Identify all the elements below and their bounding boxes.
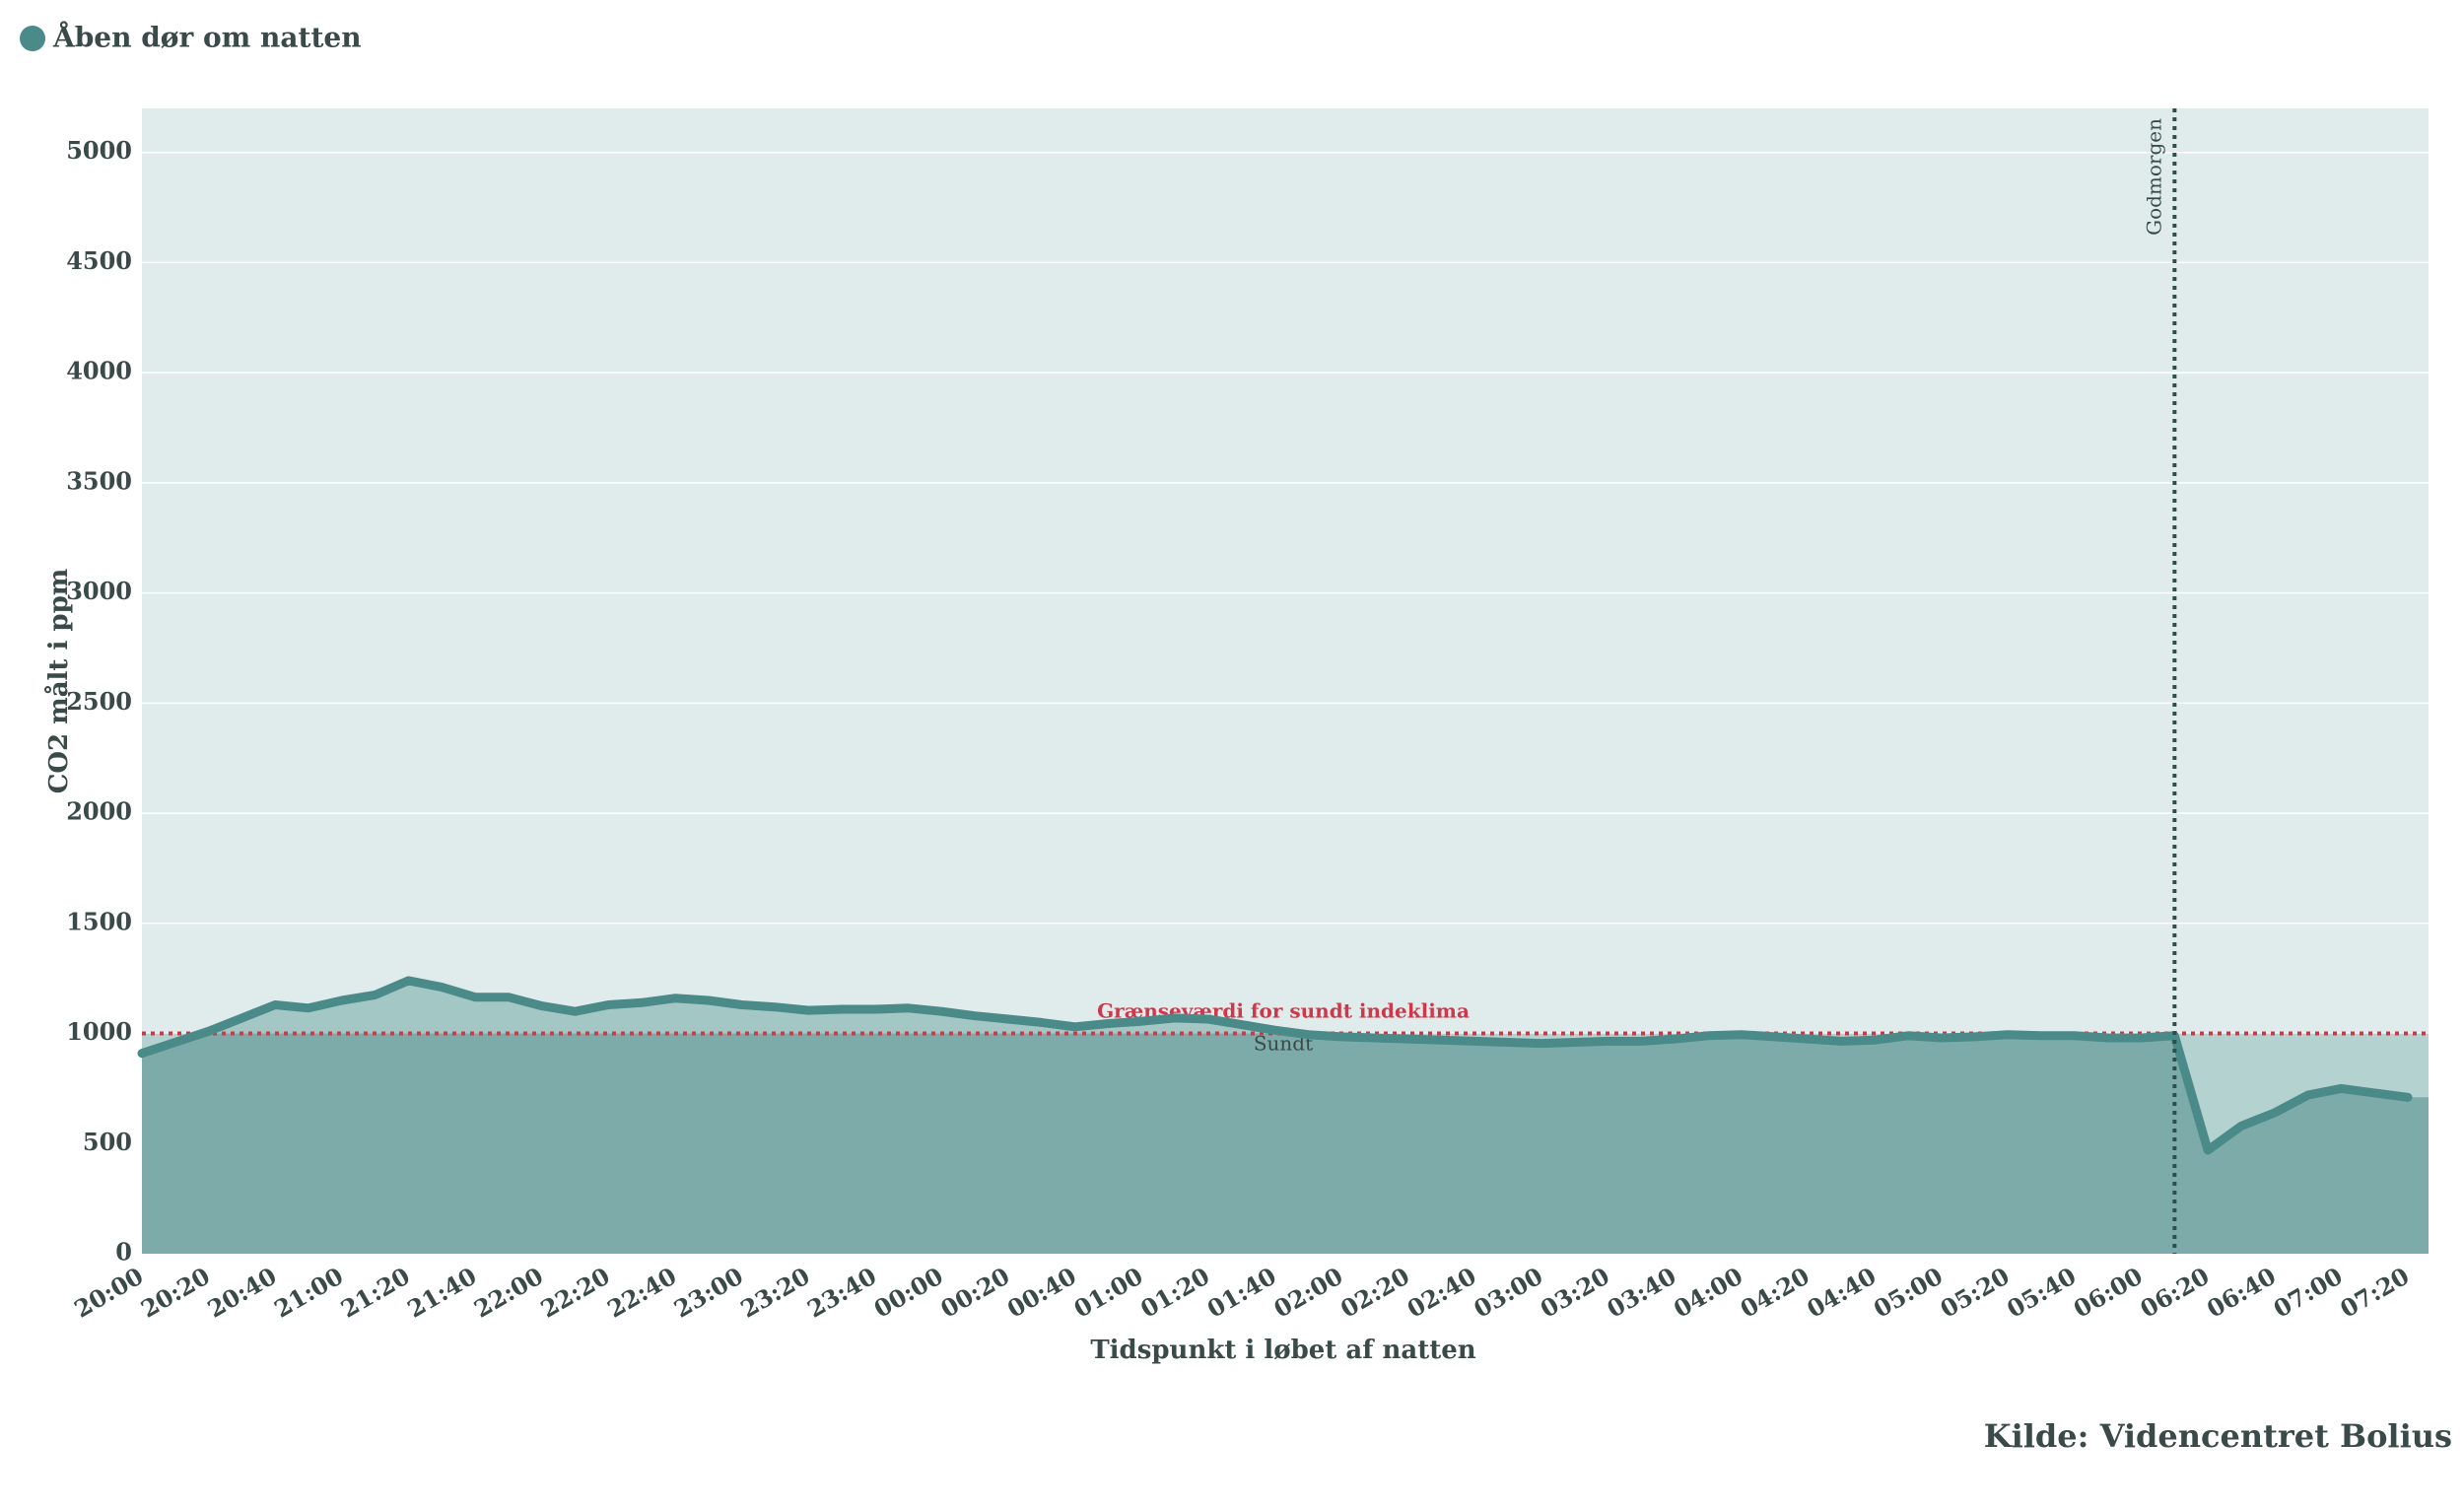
x-tick-label: 21:00 [269,1262,348,1324]
vline-label: Godmorgen [2142,118,2165,236]
source: Kilde: Videncentret Bolius [1984,1417,2452,1455]
x-tick-label: 02:00 [1268,1262,1347,1324]
y-tick-label: 500 [83,1128,132,1156]
x-tick-label: 06:00 [2069,1262,2148,1324]
x-tick-label: 02:20 [1335,1262,1414,1324]
x-tick-label: 07:00 [2269,1262,2348,1324]
x-tick-label: 00:40 [1002,1262,1081,1324]
x-tick-label: 05:20 [1936,1262,2015,1324]
x-tick-label: 03:40 [1602,1262,1680,1324]
x-tick-label: 04:00 [1669,1262,1747,1324]
x-tick-label: 01:20 [1135,1262,1214,1324]
y-tick-label: 5000 [66,136,132,165]
y-tick-label: 1000 [66,1017,132,1046]
x-tick-label: 06:40 [2202,1262,2281,1324]
legend-marker [20,26,45,51]
x-tick-label: 00:20 [935,1262,1014,1324]
y-axis-title: CO2 målt i ppm [43,569,74,794]
x-tick-label: 23:00 [669,1262,748,1324]
x-tick-label: 23:40 [802,1262,881,1324]
x-tick-label: 06:20 [2135,1262,2214,1324]
y-tick-label: 3000 [66,577,132,605]
x-tick-label: 23:20 [735,1262,814,1324]
x-tick-label: 22:00 [469,1262,548,1324]
x-tick-label: 20:00 [69,1262,148,1324]
x-tick-label: 21:40 [402,1262,481,1324]
x-tick-label: 01:00 [1068,1262,1147,1324]
y-tick-label: 2000 [66,797,132,826]
line [137,976,2413,1155]
x-tick-label: 20:40 [202,1262,281,1324]
y-tick-label: 2500 [66,687,132,716]
x-tick-label: 05:00 [1869,1262,1948,1324]
x-tick-label: 05:40 [2002,1262,2081,1324]
x-tick-label: 04:20 [1736,1262,1814,1324]
x-tick-label: 22:40 [602,1262,681,1324]
x-tick-label: 04:40 [1802,1262,1881,1324]
x-tick-label: 07:20 [2335,1262,2414,1324]
y-tick-label: 3500 [66,466,132,495]
x-axis-title: Tidspunkt i løbet af natten [1090,1336,1475,1365]
legend-label: Åben dør om natten [52,21,362,54]
y-tick-label: 4000 [66,357,132,385]
y-tick-label: 4500 [66,246,132,275]
x-tick-label: 00:00 [869,1262,948,1324]
area-below [142,1033,2429,1254]
x-tick-label: 01:40 [1202,1262,1281,1324]
y-tick-label: 1500 [66,907,132,935]
x-tick-label: 02:40 [1403,1262,1481,1324]
x-tick-label: 03:20 [1536,1262,1614,1324]
x-tick-label: 03:00 [1469,1262,1547,1324]
x-tick-label: 22:20 [536,1262,615,1324]
x-tick-label: 21:20 [336,1262,415,1324]
x-tick-label: 20:20 [136,1262,215,1324]
y-tick-label: 0 [115,1238,132,1267]
